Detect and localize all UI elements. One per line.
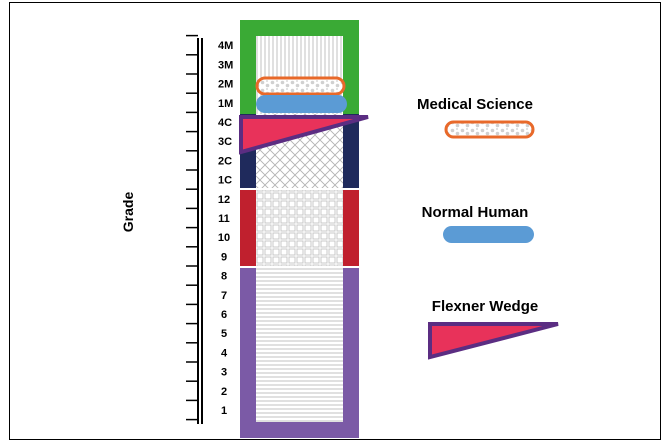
grade-label-12: 12 xyxy=(218,194,230,206)
grade-label-7: 7 xyxy=(221,290,227,302)
grade-label-1m: 1M xyxy=(218,98,233,110)
legend-medical-science-label: Medical Science xyxy=(417,96,533,113)
grade-label-8: 8 xyxy=(221,271,227,283)
grade-label-9: 9 xyxy=(221,251,227,263)
grade-label-2m: 2M xyxy=(218,79,233,91)
grade-label-4m: 4M xyxy=(218,40,233,52)
grade-label-5: 5 xyxy=(221,328,227,340)
legend-flexner-wedge-swatch xyxy=(428,322,559,360)
grade-label-3c: 3C xyxy=(218,136,232,148)
legend-flexner-wedge-label: Flexner Wedge xyxy=(432,298,538,315)
grade-label-6: 6 xyxy=(221,309,227,321)
grade-label-1c: 1C xyxy=(218,175,232,187)
legend: Medical Science Normal Human Flexner Wed… xyxy=(417,96,559,360)
grade-label-3: 3 xyxy=(221,367,227,379)
high-school-stage-pattern xyxy=(256,190,343,266)
grade-label-11: 11 xyxy=(218,213,230,225)
flexner-wedge-shape xyxy=(239,115,369,155)
normal-human-pill xyxy=(256,95,347,113)
legend-normal-human-swatch xyxy=(443,226,534,243)
grade-label-2: 2 xyxy=(221,386,227,398)
legend-normal-human-label: Normal Human xyxy=(422,204,529,221)
grade-label-2c: 2C xyxy=(218,155,232,167)
medical-science-pill xyxy=(255,76,346,96)
legend-medical-science-swatch xyxy=(444,120,535,139)
diagram-frame xyxy=(9,2,661,440)
grade-label-4: 4 xyxy=(221,347,228,359)
axis-label: Grade xyxy=(120,192,136,233)
primary-stage-pattern xyxy=(256,268,343,422)
grade-label-10: 10 xyxy=(218,232,230,244)
grade-label-1: 1 xyxy=(221,405,227,417)
grade-label-3m: 3M xyxy=(218,59,233,71)
grade-label-4c: 4C xyxy=(218,117,232,129)
